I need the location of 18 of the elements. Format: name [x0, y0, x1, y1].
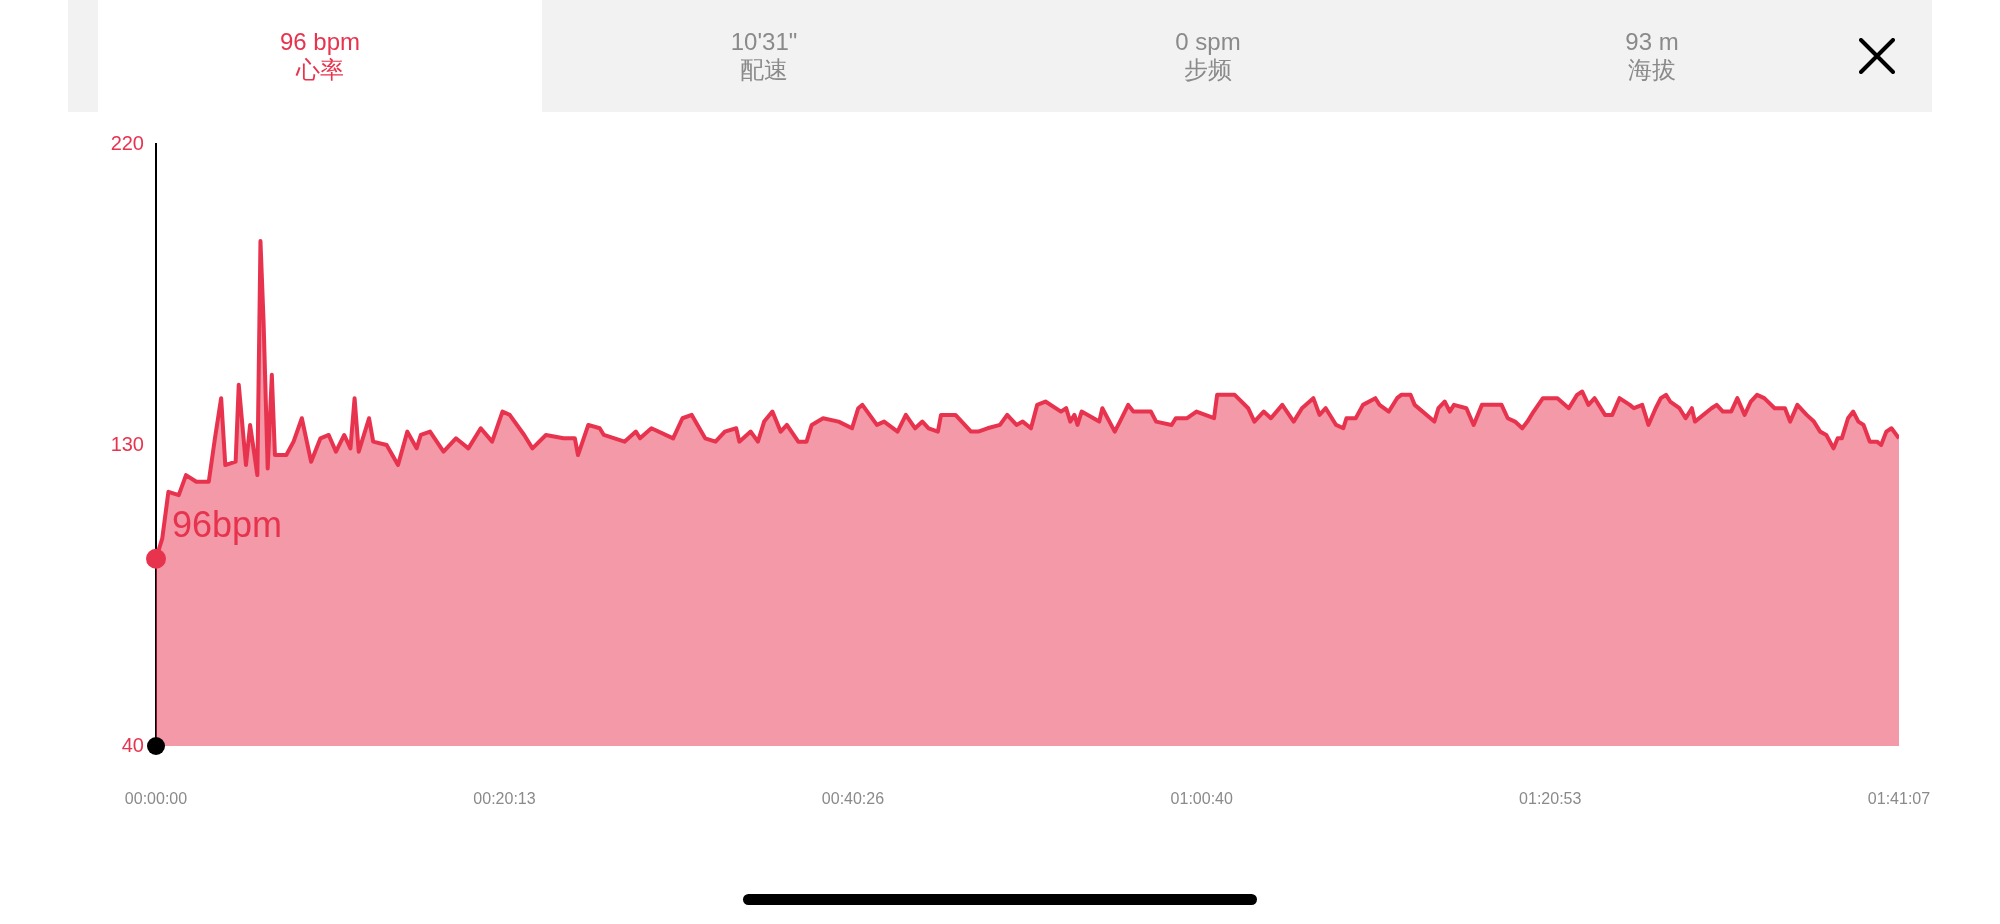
text: 96 bpm: [278, 28, 362, 56]
y-tick-label: 220: [110, 131, 144, 154]
text: 步频: [1183, 56, 1233, 84]
x-tick-label: 00:40:26: [821, 790, 885, 808]
text: 海拔: [1627, 56, 1677, 84]
text: 心率: [295, 56, 345, 84]
x-tick-label: 01:41:07: [1867, 790, 1931, 808]
x-tick-label: 01:20:53: [1519, 790, 1582, 808]
y-tick-label: 40: [121, 733, 144, 756]
text: 0 spm: [1174, 28, 1242, 56]
annotation: 96bpm: [172, 503, 283, 545]
x-tick-label: 01:00:40: [1170, 790, 1233, 808]
y-tick-label: 130: [110, 432, 144, 455]
text: 配速: [739, 56, 789, 84]
x-tick-label: 00:20:13: [473, 790, 536, 808]
text: 10'31": [729, 28, 799, 56]
x-tick-label: 00:00:00: [124, 790, 188, 808]
text: 93 m: [1624, 28, 1680, 56]
